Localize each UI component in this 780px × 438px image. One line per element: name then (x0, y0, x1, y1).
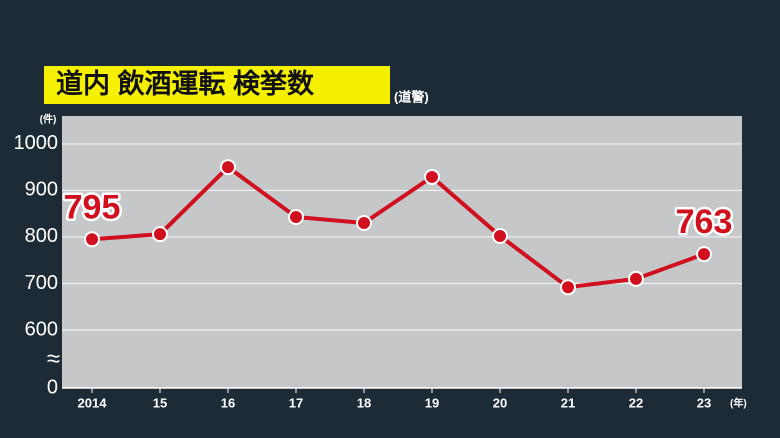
x-tick-label: 2014 (78, 395, 108, 410)
point (356, 215, 372, 231)
x-tick-label: 20 (493, 395, 507, 410)
y-tick-label: 700 (25, 272, 58, 294)
plot-area (62, 116, 742, 388)
value-label: 795 (64, 188, 121, 226)
y-tick-label: 800 (25, 225, 58, 247)
x-tick-label: 22 (629, 395, 643, 410)
point (696, 246, 712, 263)
x-tick-label: 18 (357, 395, 371, 410)
subtitle: (道警) (394, 89, 429, 104)
y-unit: (件) (40, 113, 57, 126)
y-tick-label: 0 (47, 376, 58, 398)
x-tick-label: 16 (221, 395, 235, 410)
x-tick-label: 15 (153, 395, 167, 410)
chart-title: 道内 飲酒運転 検挙数 (56, 68, 315, 99)
y-tick-label: 600 (25, 318, 58, 340)
point (152, 226, 168, 243)
axis-break: ≈ (47, 345, 60, 372)
x-tick-label: 19 (425, 395, 439, 410)
point (84, 231, 100, 248)
point (628, 270, 644, 287)
title-box (44, 66, 390, 104)
line (91, 165, 705, 290)
x-tick-label: 17 (289, 395, 303, 410)
y-tick-label: 900 (25, 179, 58, 201)
point (220, 159, 236, 176)
point (288, 208, 304, 225)
x-unit: (年) (730, 397, 747, 410)
value-label: 763 (676, 203, 733, 241)
point (560, 279, 576, 296)
x-tick-label: 21 (561, 395, 575, 410)
point (424, 168, 440, 185)
y-tick-label: 1000 (14, 132, 59, 154)
point (492, 228, 508, 245)
x-tick-label: 23 (697, 395, 711, 410)
